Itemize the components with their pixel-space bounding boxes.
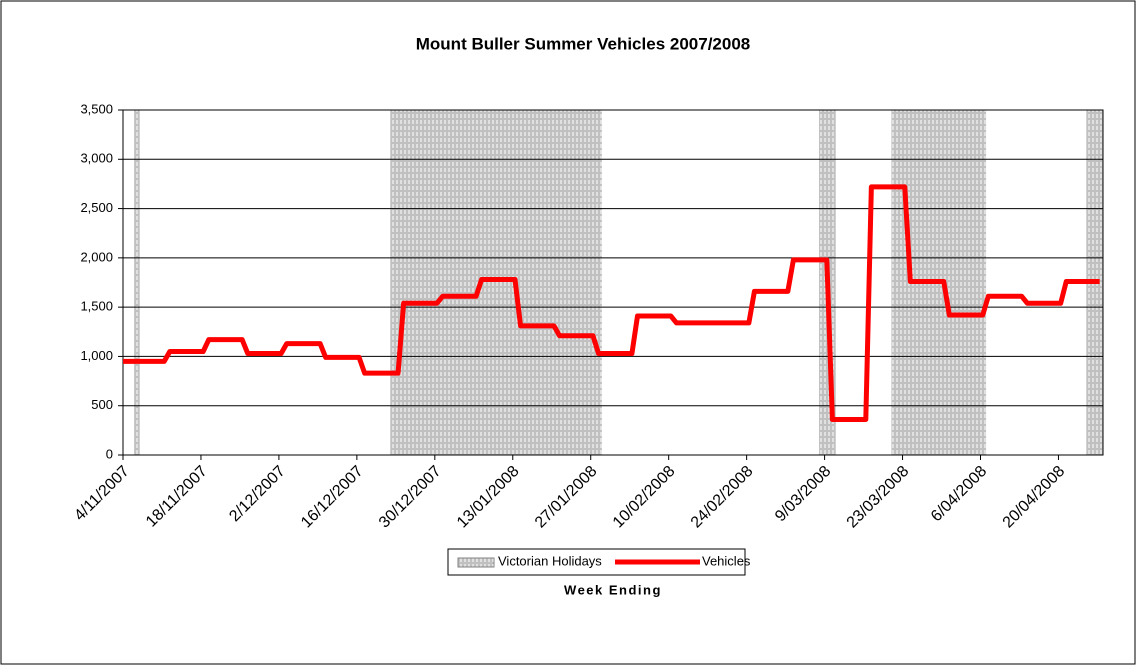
y-tick-label: 2,000 [80,249,113,264]
y-tick-label: 2,500 [80,200,113,215]
y-tick-label: 1,000 [80,348,113,363]
x-axis-title: Week Ending [564,582,662,597]
holiday-band [134,110,140,455]
plot-border [122,109,1104,456]
y-tick-label: 0 [106,446,113,461]
series-line [123,184,1100,423]
y-tick-label: 3,500 [80,101,113,116]
legend-label: Victorian Holidays [498,553,602,568]
chart-title: Mount Buller Summer Vehicles 2007/2008 [416,34,750,53]
holiday-band [390,110,602,455]
y-tick-label: 3,000 [80,151,113,166]
legend-swatch [457,557,495,568]
y-tick-label: 1,500 [80,299,113,314]
y-tick-label: 500 [91,397,113,412]
legend-label: Vehicles [702,553,751,568]
